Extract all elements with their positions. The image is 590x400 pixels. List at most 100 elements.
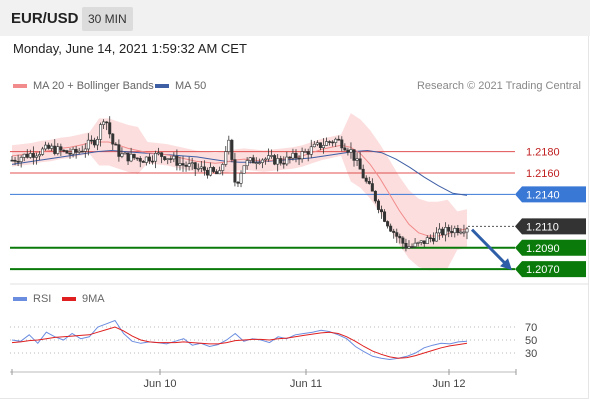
rsi-line-rsi [11, 319, 468, 361]
candle-body [77, 150, 81, 153]
candle-body [438, 228, 442, 234]
candle-body [157, 152, 161, 155]
legend-ma20: MA 20 + Bollinger Bands [13, 80, 154, 92]
credit-label: Research © 2021 Trading Central [416, 80, 581, 92]
candle-body [416, 242, 420, 244]
candle-body [349, 149, 353, 153]
candle-body [92, 139, 96, 146]
candle-body [175, 155, 179, 166]
candle-body [321, 145, 325, 148]
level-label-1.2140: 1.2140 [526, 189, 560, 201]
candle-body [160, 152, 164, 157]
candle-body [379, 209, 383, 213]
legend-9ma: 9MA [62, 293, 105, 305]
candle-body [193, 162, 197, 170]
candle-body [263, 158, 267, 161]
candle-body [132, 153, 136, 159]
level-label-1.2180: 1.2180 [526, 147, 560, 159]
candle-body [114, 143, 118, 146]
candle-body [212, 167, 216, 172]
chart-frame [0, 36, 589, 399]
candle-body [422, 240, 426, 244]
candle-body [205, 169, 209, 176]
candle-body [108, 122, 112, 135]
rsi-tick-70: 70 [525, 322, 537, 334]
candle-body [303, 151, 307, 153]
level-badge-1.2070 [515, 261, 586, 278]
candle-body [44, 144, 48, 150]
candle-body [248, 157, 252, 161]
timeframe-button[interactable]: 30 MIN [82, 7, 133, 31]
candle-body [144, 156, 148, 163]
candle-body [59, 146, 63, 151]
candle-body [190, 162, 194, 165]
candle-body [367, 181, 371, 184]
candle-body [373, 190, 377, 202]
candle-body [398, 236, 402, 239]
candle-body [254, 162, 258, 164]
candle-body [117, 144, 121, 157]
candle-body [218, 170, 222, 175]
candle-body [199, 166, 203, 169]
candle-body [34, 155, 38, 158]
candle-body [56, 146, 60, 154]
candle-body [37, 154, 41, 157]
candle-body [68, 152, 72, 155]
candle-body [236, 181, 240, 184]
candle-body [239, 172, 243, 184]
candle-body [325, 141, 329, 146]
candle-body [154, 153, 158, 162]
candle-body [453, 228, 457, 234]
candle-body [370, 183, 374, 192]
candle-body [257, 162, 261, 164]
candle-body [99, 124, 103, 140]
candle-body [187, 163, 191, 167]
candle-body [279, 158, 283, 164]
candle-body [441, 228, 445, 236]
candle-body [447, 227, 451, 232]
candle-body [465, 228, 469, 233]
candle-body [355, 158, 359, 161]
candle-body [358, 158, 362, 170]
ma20-swatch [13, 84, 27, 88]
candle-body [407, 246, 411, 249]
candle-body [352, 149, 356, 161]
candle-body [89, 139, 93, 142]
legend-9ma-label: 9MA [82, 293, 105, 305]
candle-body [150, 160, 154, 163]
candle-body [16, 161, 20, 163]
candle-body [135, 157, 139, 160]
candle-body [178, 163, 182, 166]
candle-body [434, 232, 438, 242]
level-label-1.2110: 1.2110 [526, 221, 559, 233]
level-label-1.2070: 1.2070 [526, 264, 560, 276]
candle-body [163, 156, 167, 160]
legend-ma20-label: MA 20 + Bollinger Bands [33, 80, 154, 92]
candles-group [10, 116, 469, 252]
datetime-label: Monday, June 14, 2021 1:59:32 AM CET [13, 41, 247, 56]
candle-body [181, 163, 185, 166]
candle-body [169, 158, 173, 160]
candle-body [276, 158, 280, 165]
rsi-tick-50: 50 [525, 335, 537, 347]
candle-body [233, 159, 237, 183]
candle-body [31, 153, 35, 158]
candle-body [450, 230, 454, 234]
legend-rsi-label: RSI [33, 293, 52, 305]
candle-body [62, 149, 66, 152]
candle-body [120, 153, 124, 157]
candle-body [410, 246, 414, 248]
candle-body [28, 153, 32, 158]
candle-body [102, 121, 106, 125]
candle-body [331, 141, 335, 144]
candle-body [340, 139, 344, 149]
candle-body [364, 177, 368, 182]
x-tick-label: Jun 12 [432, 378, 465, 390]
candle-body [105, 121, 109, 124]
candle-body [273, 155, 277, 165]
candle-body [86, 139, 90, 150]
candle-body [386, 221, 390, 227]
candle-body [389, 225, 393, 232]
level-badge-1.2110 [515, 218, 586, 235]
